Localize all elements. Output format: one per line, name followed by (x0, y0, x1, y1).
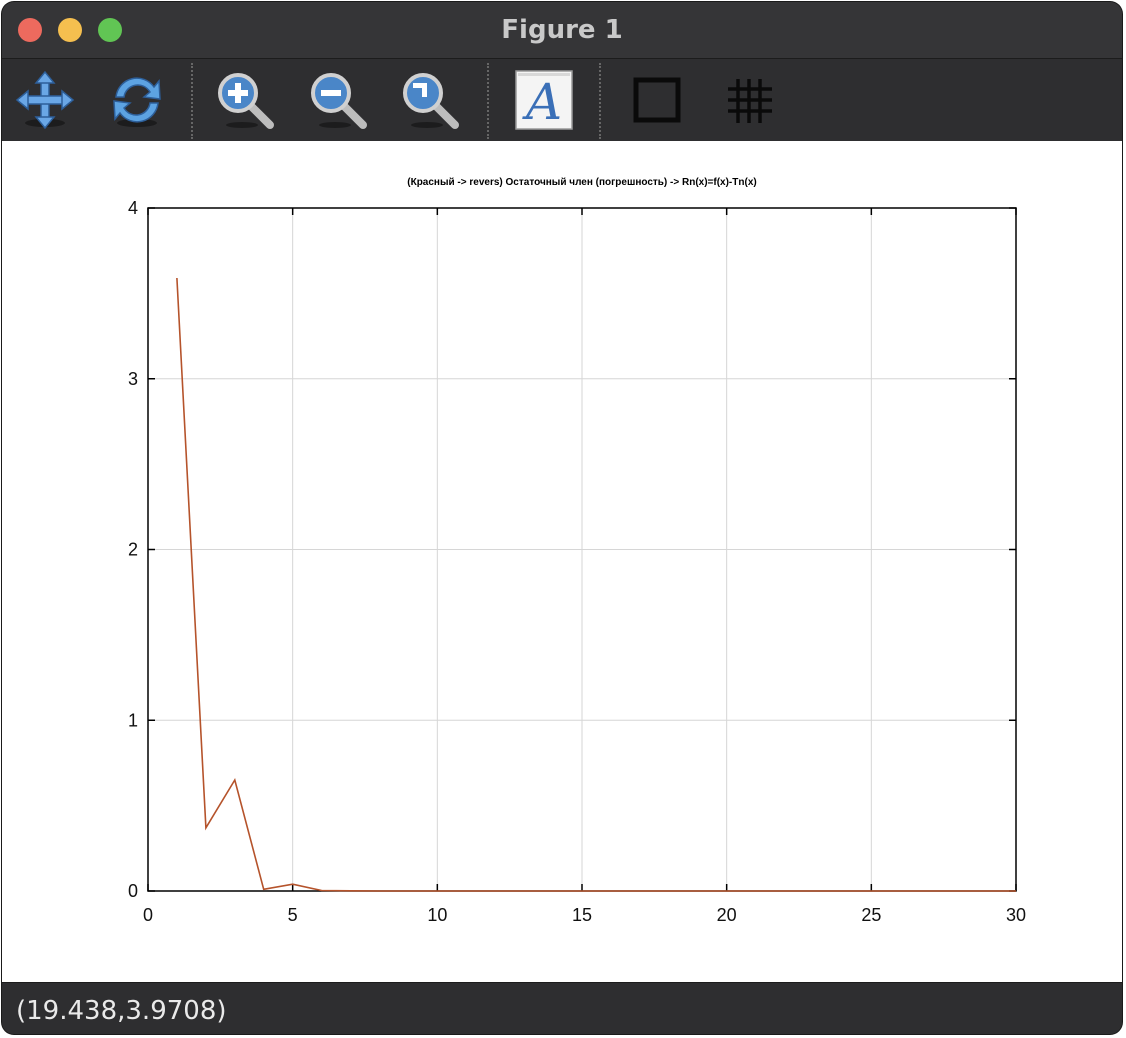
x-tick-label: 20 (717, 905, 737, 925)
x-tick-label: 30 (1006, 905, 1026, 925)
y-tick-label: 4 (128, 198, 138, 218)
toolbar-separator (191, 63, 193, 139)
x-tick-label: 0 (143, 905, 153, 925)
zoom-in-button[interactable] (212, 67, 278, 133)
zoom-auto-button[interactable] (397, 67, 463, 133)
series-line-0 (176, 277, 1016, 892)
insert-text-button[interactable]: A (510, 67, 576, 133)
y-tick-label: 1 (128, 710, 138, 730)
rotate-icon (113, 77, 161, 127)
toggle-box-button[interactable] (624, 67, 690, 133)
title-bar: Figure 1 (2, 2, 1122, 59)
zoom-out-icon (311, 73, 367, 129)
toolbar-separator (487, 63, 489, 139)
axis-ticks: 0 5 10 15 20 25 30 0 1 2 3 4 (128, 198, 1026, 925)
pan-arrows-icon (15, 70, 75, 130)
text-A-icon: A (515, 70, 573, 131)
box-icon (633, 77, 681, 123)
close-window-button[interactable] (18, 18, 42, 42)
zoom-auto-icon (403, 73, 459, 129)
toggle-grid-button[interactable] (716, 67, 782, 133)
svg-text:A: A (522, 73, 562, 131)
pan-button[interactable] (12, 67, 78, 133)
grid-lines (147, 207, 1017, 892)
line-chart[interactable]: (Красный -> revers) Остаточный член (пог… (2, 141, 1122, 982)
y-tick-label: 0 (128, 881, 138, 901)
x-tick-label: 15 (572, 905, 592, 925)
zoom-window-button[interactable] (98, 18, 122, 42)
x-tick-label: 5 (288, 905, 298, 925)
x-tick-label: 25 (861, 905, 881, 925)
series-layer (176, 277, 1016, 892)
cursor-coordinates: (19.438,3.9708) (16, 996, 227, 1026)
rotate-button[interactable] (104, 67, 170, 133)
chart-title: (Красный -> revers) Остаточный член (пог… (407, 177, 756, 188)
y-tick-label: 3 (128, 369, 138, 389)
plot-canvas[interactable]: (Красный -> revers) Остаточный член (пог… (2, 141, 1122, 982)
grid-icon (728, 79, 772, 123)
y-tick-label: 2 (128, 540, 138, 560)
status-bar: (19.438,3.9708) (2, 982, 1122, 1034)
zoom-in-icon (218, 73, 274, 129)
x-tick-label: 10 (427, 905, 447, 925)
minimize-window-button[interactable] (58, 18, 82, 42)
window-title: Figure 1 (501, 15, 623, 45)
zoom-out-button[interactable] (305, 67, 371, 133)
toolbar: A (2, 59, 1122, 141)
toolbar-separator (599, 63, 601, 139)
